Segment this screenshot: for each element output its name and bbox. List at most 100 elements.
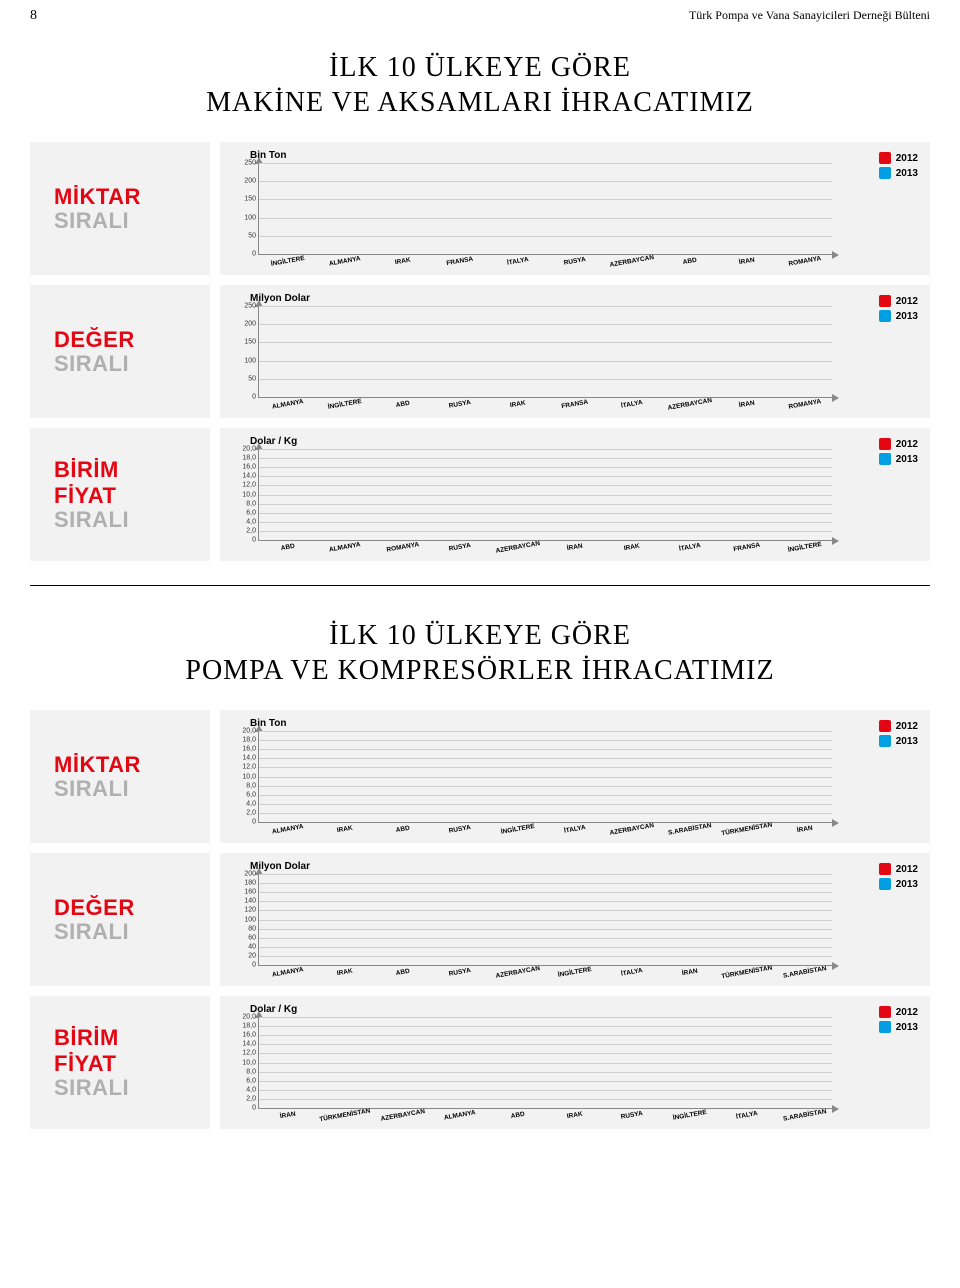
x-axis-label: İRAN (775, 818, 835, 846)
x-axis-label: TÜRKMENİSTAN (718, 961, 778, 989)
plot-area: 02,04,06,08,010,012,014,016,018,020,0İRA… (258, 1017, 832, 1127)
legend: 20122013 (879, 863, 918, 893)
chart-row: MİKTARSIRALI 20122013Bin Ton 02,04,06,08,0… (30, 710, 930, 843)
x-axis-label: RUSYA (431, 961, 491, 989)
x-axis-label: FRANSA (431, 250, 491, 278)
section-title-1: İLK 10 ÜLKEYE GÖRE MAKİNE VE AKSAMLARI İ… (30, 50, 930, 120)
divider (30, 585, 930, 586)
x-axis-label: İNGİLTERE (545, 961, 605, 989)
chart-row: MİKTARSIRALI 20122013Bin Ton 0501001502002… (30, 142, 930, 275)
x-axis-label: İRAN (258, 1104, 318, 1132)
page-number: 8 (30, 8, 37, 24)
x-axis-label: ALMANYA (316, 250, 376, 278)
x-axis-label: ABD (373, 818, 433, 846)
x-axis-label: FRANSA (718, 536, 778, 564)
x-axis-label: S.ARABİSTAN (775, 961, 835, 989)
chart-c4: 20122013Bin Ton 02,04,06,08,010,012,014,0… (220, 710, 930, 843)
x-axis-label: IRAK (545, 1104, 605, 1132)
x-axis-label: AZERBAYCAN (488, 536, 548, 564)
x-axis-label: İTALYA (603, 961, 663, 989)
x-axis-label: ALMANYA (258, 818, 318, 846)
x-axis-label: AZERBAYCAN (660, 393, 720, 421)
chart-ylabel: Milyon Dolar (250, 293, 922, 304)
x-axis-label: İRAN (718, 393, 778, 421)
legend: 20122013 (879, 295, 918, 325)
x-axis-label: IRAK (488, 393, 548, 421)
x-axis-label: İTALYA (660, 536, 720, 564)
chart-row: BİRİMFİYATSIRALI 20122013Dolar / Kg 02,04,… (30, 428, 930, 561)
x-axis-label: RUSYA (603, 1104, 663, 1132)
page-header: 8 Türk Pompa ve Vana Sanayicileri Derneğ… (30, 0, 930, 32)
x-axis-label: ABD (488, 1104, 548, 1132)
chart-c1: 20122013Bin Ton 050100150200250İNGİLTEREA… (220, 142, 930, 275)
x-axis-label: İRAN (545, 536, 605, 564)
legend: 20122013 (879, 152, 918, 182)
chart-c3: 20122013Dolar / Kg 02,04,06,08,010,012,01… (220, 428, 930, 561)
row-label: BİRİMFİYATSIRALI (30, 996, 210, 1129)
chart-c2: 20122013Milyon Dolar 050100150200250ALMAN… (220, 285, 930, 418)
x-axis-label: AZERBAYCAN (488, 961, 548, 989)
x-axis-label: FRANSA (545, 393, 605, 421)
x-axis-label: ABD (373, 393, 433, 421)
plot-area: 020406080100120140160180200ALMANYAIRAKAB… (258, 874, 832, 984)
x-axis-label: ROMANYA (775, 250, 835, 278)
x-axis-label: İNGİLTERE (660, 1104, 720, 1132)
x-axis-label: ABD (373, 961, 433, 989)
x-axis-label: ALMANYA (258, 961, 318, 989)
chart-c6: 20122013Dolar / Kg 02,04,06,08,010,012,01… (220, 996, 930, 1129)
x-axis-label: ALMANYA (258, 393, 318, 421)
x-axis-label: İRAN (718, 250, 778, 278)
row-label: DEĞERSIRALI (30, 285, 210, 418)
x-axis-label: IRAK (603, 536, 663, 564)
x-axis-label: AZERBAYCAN (603, 818, 663, 846)
x-axis-label: TÜRKMENİSTAN (718, 818, 778, 846)
legend: 20122013 (879, 720, 918, 750)
plot-area: 050100150200250İNGİLTEREALMANYAIRAKFRANS… (258, 163, 832, 273)
x-axis-label: ROMANYA (373, 536, 433, 564)
x-axis-label: İNGİLTERE (316, 393, 376, 421)
x-axis-label: RUSYA (431, 536, 491, 564)
row-label: DEĞERSIRALI (30, 853, 210, 986)
x-axis-label: ROMANYA (775, 393, 835, 421)
row-label: BİRİMFİYATSIRALI (30, 428, 210, 561)
x-axis-label: İNGİLTERE (488, 818, 548, 846)
row-label: MİKTARSIRALI (30, 142, 210, 275)
x-axis-label: IRAK (316, 818, 376, 846)
chart-row: BİRİMFİYATSIRALI 20122013Dolar / Kg 02,04,… (30, 996, 930, 1129)
x-axis-label: ALMANYA (431, 1104, 491, 1132)
x-axis-label: TÜRKMENİSTAN (316, 1104, 376, 1132)
chart-row: DEĞERSIRALI 20122013Milyon Dolar 050100150… (30, 285, 930, 418)
x-axis-label: RUSYA (431, 818, 491, 846)
x-axis-label: İNGİLTERE (775, 536, 835, 564)
legend: 20122013 (879, 1006, 918, 1036)
x-axis-label: ALMANYA (316, 536, 376, 564)
plot-area: 02,04,06,08,010,012,014,016,018,020,0ABD… (258, 449, 832, 559)
x-axis-label: IRAK (373, 250, 433, 278)
x-axis-label: ABD (258, 536, 318, 564)
x-axis-label: ABD (660, 250, 720, 278)
x-axis-label: İTALYA (488, 250, 548, 278)
chart-ylabel: Bin Ton (250, 150, 922, 161)
legend: 20122013 (879, 438, 918, 468)
chart-ylabel: Dolar / Kg (250, 436, 922, 447)
chart-c5: 20122013Milyon Dolar 02040608010012014016… (220, 853, 930, 986)
header-right: Türk Pompa ve Vana Sanayicileri Derneği … (689, 8, 930, 24)
plot-area: 02,04,06,08,010,012,014,016,018,020,0ALM… (258, 731, 832, 841)
chart-ylabel: Bin Ton (250, 718, 922, 729)
x-axis-label: İNGİLTERE (258, 250, 318, 278)
plot-area: 050100150200250ALMANYAİNGİLTEREABDRUSYAI… (258, 306, 832, 416)
section-title-2: İLK 10 ÜLKEYE GÖRE POMPA VE KOMPRESÖRLER… (30, 618, 930, 688)
x-axis-label: İRAN (660, 961, 720, 989)
x-axis-label: AZERBAYCAN (603, 250, 663, 278)
x-axis-label: AZERBAYCAN (373, 1104, 433, 1132)
chart-ylabel: Milyon Dolar (250, 861, 922, 872)
chart-row: DEĞERSIRALI 20122013Milyon Dolar 020406080… (30, 853, 930, 986)
x-axis-label: İTALYA (545, 818, 605, 846)
row-label: MİKTARSIRALI (30, 710, 210, 843)
x-axis-label: İTALYA (603, 393, 663, 421)
x-axis-label: S.ARABİSTAN (775, 1104, 835, 1132)
chart-ylabel: Dolar / Kg (250, 1004, 922, 1015)
x-axis-label: S.ARABİSTAN (660, 818, 720, 846)
x-axis-label: IRAK (316, 961, 376, 989)
x-axis-label: RUSYA (431, 393, 491, 421)
